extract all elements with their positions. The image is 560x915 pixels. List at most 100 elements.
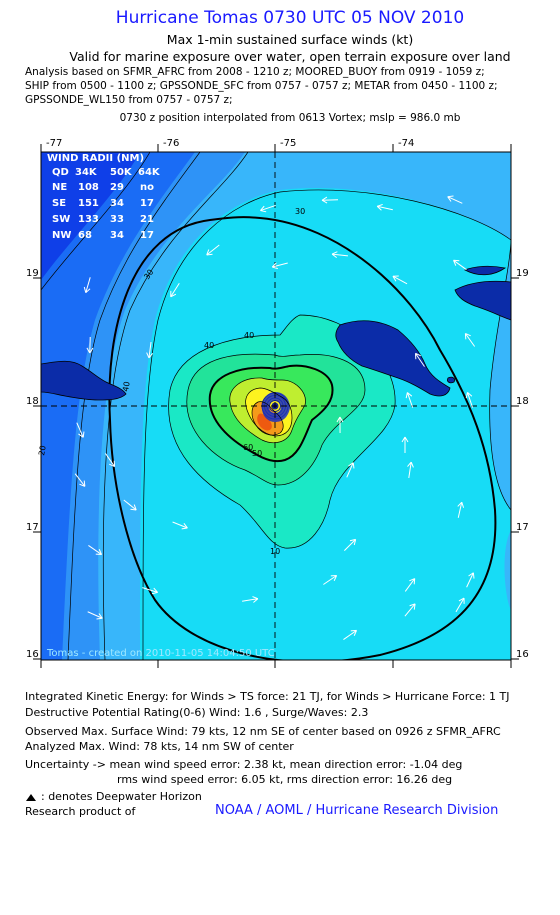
wind-vector-head [414,352,421,360]
analysis-sources-line3: GPSSONDE_WL150 from 0757 - 0757 z; [25,94,233,106]
wind-vector-head [96,613,103,620]
wind-radii-ne-64k: no [140,182,154,193]
map-title: Hurricane Tomas 0730 UTC 05 NOV 2010 [115,8,465,28]
wind-radii-header-64k: 64K [138,167,161,178]
wind-vector-shaft [87,611,103,619]
wind-vector-head [376,203,383,211]
uncertainty-line1: Uncertainty -> mean wind speed error: 2.… [25,758,463,771]
contour-label-10: 10 [270,547,280,556]
wind-vector-shaft [74,473,86,487]
wind-vector-shaft [377,205,393,211]
contour-label-20: 20 [37,445,48,457]
wind-vector-shaft [408,462,412,478]
lat-label-right-4: 16 [516,649,529,660]
wind-vector-shaft [85,277,91,293]
wind-vector-shaft [466,572,474,588]
wind-radii-se-50k: 34 [110,198,124,209]
contour-label-50: 50 [252,449,262,458]
contour-label-40-north: 40 [244,331,254,340]
wind-vector-head [330,574,338,582]
wind-radii-nw-label: NW [52,230,71,241]
deepwater-note: : denotes Deepwater Horizon [25,790,202,803]
wind-vectors [74,195,476,640]
wind-vector-head [465,392,473,399]
contour-label-60: 60 [243,443,253,452]
land-masses [41,265,511,401]
lon-label-top-3: -75 [280,138,296,149]
gonave-island [464,265,506,276]
wind-vector-head [407,461,414,468]
wind-vector-head [409,603,416,610]
analysis-sources-line1: Analysis based on SFMR_AFRC from 2008 - … [25,66,485,78]
lon-label-bottom-2: -76 [163,669,179,670]
eyewall-dark-ring [262,392,290,422]
wind-vector-head [206,249,213,256]
hurricane-force-contour [208,364,334,463]
wind-vector-head [260,205,267,213]
lat-label-right-1: 19 [516,268,529,279]
wind-vector-head [464,333,471,340]
wind-radii-nw-50k: 34 [110,230,124,241]
haiti-peninsula-land [335,320,451,397]
wind-vector-shaft [343,630,357,640]
wind-vector-head [350,629,358,636]
wind-vector-head [79,480,86,487]
wind-vector-head [447,195,454,202]
wind-radii-sw-label: SW [52,214,70,225]
wind-vector-shaft [331,253,349,257]
wind-radii-sw-64k: 21 [140,214,154,225]
wind-radii-ne-50k: 29 [110,182,124,193]
analysis-sources-line2: SHIP from 0500 - 1100 z; GPSSONDE_SFC fr… [25,80,498,92]
lon-label-bottom-4: -74 [398,669,414,670]
wind-vector-shaft [453,259,467,271]
wind-radii-sw-34k: 133 [78,214,99,225]
map-subtitle-winds: Max 1-min sustained surface winds (kt) [166,32,414,47]
wind-vector-head [130,504,137,511]
lon-label-top-1: -77 [46,138,62,149]
wind-radii-se-64k: 17 [140,198,154,209]
lat-label-right-3: 17 [516,522,529,533]
lat-label-left-3: 17 [26,522,39,533]
noaa-aoml-link[interactable]: NOAA / AOML / Hurricane Research Divisio… [215,803,499,818]
position-note: 0730 z position interpolated from 0613 V… [119,112,461,124]
wind-vector-shaft [142,587,158,593]
jamaica-land [41,360,127,401]
wind-radii-table: WIND RADII (NM) QD 34K 50K 64K NE 108 29… [47,153,161,241]
wind-vector-shaft [272,262,288,268]
wind-vector-head [336,416,344,423]
wind-vector-head [401,436,409,443]
research-product-label: Research product of [25,805,136,818]
deepwater-note-text: : denotes Deepwater Horizon [41,790,202,803]
contour-label-40-west: 40 [121,381,132,393]
wind-vector-shaft [76,422,84,438]
wind-vector-shaft [346,462,354,478]
ike-line: Integrated Kinetic Energy: for Winds > T… [25,690,510,703]
band-orange-red [257,413,272,431]
wind-vector-head [83,286,91,294]
wind-radii-sw-50k: 33 [110,214,124,225]
wind-vector-head [252,596,259,603]
contour-label-40: 40 [204,341,214,350]
wind-vector-shaft [392,275,408,285]
wind-vector-head [348,462,355,469]
wind-vector-shaft [105,453,115,467]
wind-vector-shaft [404,603,416,617]
wind-vector-head [86,347,94,354]
wind-vector-head [458,597,465,604]
wind-vector-shaft [455,597,465,613]
band-light-blue-southeast [504,530,511,610]
lon-label-bottom-1: -77 [46,669,62,670]
wind-vector-head [109,460,116,468]
wind-vector-head [78,431,85,438]
wind-vector-head [392,275,399,282]
wind-vector-head [151,587,159,595]
uncertainty-line2: rms wind speed error: 6.05 kt, rms direc… [117,773,453,786]
wind-field-map: -77 -76 -75 -74 -77 -76 -75 -74 19 18 17… [26,138,529,670]
wind-vector-head [146,352,153,359]
destructive-potential-line: Destructive Potential Rating(0-6) Wind: … [25,706,369,719]
lon-label-top-4: -74 [398,138,414,149]
wind-vector-shaft [466,392,474,408]
wind-vector-head [331,251,338,259]
wind-vector-shaft [206,244,220,256]
wind-vector-head [95,549,103,556]
